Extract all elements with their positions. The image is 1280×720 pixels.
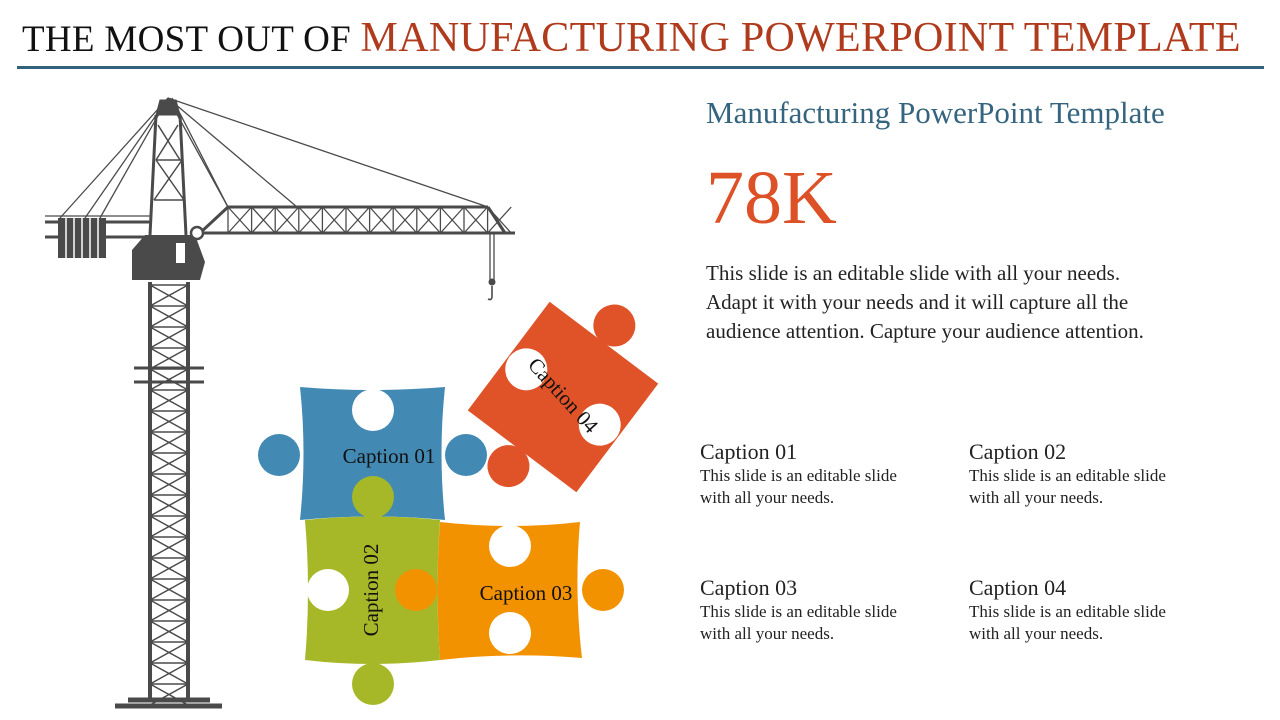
caption-text: This slide is an editable slide with all… (969, 466, 1166, 507)
puzzle-piece-caption-02 (305, 476, 440, 705)
title-prefix: THE MOST OUT OF (22, 19, 351, 60)
caption-block-02: Caption 02 This slide is an editable slid… (969, 439, 1169, 509)
slide-title: THE MOST OUT OF MANUFACTURING POWERPOINT… (22, 14, 1241, 62)
caption-title: Caption 03 (700, 575, 798, 600)
caption-text: This slide is an editable slide with all… (700, 466, 897, 507)
puzzle-piece-caption-03 (395, 522, 624, 660)
caption-block-04: Caption 04 This slide is an editable slid… (969, 575, 1169, 645)
caption-block-01: Caption 01 This slide is an editable slid… (700, 439, 900, 509)
caption-text: This slide is an editable slide with all… (969, 602, 1166, 643)
title-divider (17, 66, 1264, 69)
stat-value: 78K (706, 156, 837, 240)
caption-title: Caption 04 (969, 575, 1067, 600)
caption-text: This slide is an editable slide with all… (700, 602, 897, 643)
puzzle-piece-caption-01 (258, 387, 487, 520)
caption-title: Caption 02 (969, 439, 1067, 464)
puzzle-label-03: Caption 03 (480, 581, 573, 605)
puzzle-piece-caption-04 (467, 301, 659, 493)
crane-icon (45, 97, 515, 709)
content-subtitle: Manufacturing PowerPoint Template (706, 95, 1165, 130)
caption-block-03: Caption 03 This slide is an editable slid… (700, 575, 900, 645)
title-accent: MANUFACTURING POWERPOINT TEMPLATE (360, 15, 1241, 61)
caption-title: Caption 01 (700, 439, 798, 464)
puzzle-label-02: Caption 02 (359, 544, 383, 637)
description: This slide is an editable slide with all… (706, 261, 1144, 343)
puzzle-label-01: Caption 01 (343, 444, 436, 468)
